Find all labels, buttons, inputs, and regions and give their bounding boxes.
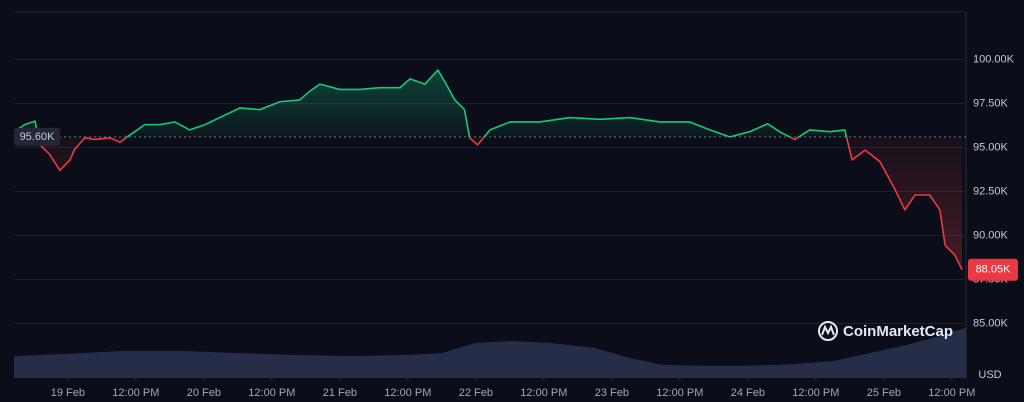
baseline-area [14,70,963,270]
y-tick-label: 100.00K [973,53,1015,65]
x-tick-label: 12:00 PM [384,387,431,399]
x-tick-label: 20 Feb [187,387,221,399]
x-tick-label: 12:00 PM [520,387,567,399]
y-tick-label: 85.00K [973,317,1009,329]
x-tick-label: 23 Feb [595,387,629,399]
y-tick-label: 95.00K [973,141,1009,153]
x-tick-label: 12:00 PM [928,387,975,399]
x-tick-label: 21 Feb [323,387,357,399]
x-tick-label: 19 Feb [51,387,85,399]
y-tick-label: 92.50K [973,185,1009,197]
current-label: 88.05K [976,264,1012,276]
y-tick-label: 97.50K [973,97,1009,109]
baseline-label: 95.60K [20,131,56,143]
logo-ring [818,321,838,341]
watermark-text: CoinMarketCap [843,323,953,340]
y-tick-label: 90.00K [973,229,1009,241]
x-tick-label: 12:00 PM [792,387,839,399]
x-tick-label: 22 Feb [459,387,493,399]
price-line [13,69,963,271]
x-tick-label: 24 Feb [731,387,765,399]
plot: 85.00K87.50K90.00K92.50K95.00K97.50K100.… [13,53,1018,399]
watermark: CoinMarketCap [818,321,953,341]
x-tick-label: 25 Feb [867,387,901,399]
x-tick-label: 12:00 PM [248,387,295,399]
logo-mark [821,324,835,336]
current-label-box [968,258,1018,281]
currency-label: USD [978,369,1001,381]
baseline-label-box [14,127,60,146]
x-tick-label: 12:00 PM [656,387,703,399]
x-tick-label: 12:00 PM [112,387,159,399]
volume-area [14,327,966,378]
